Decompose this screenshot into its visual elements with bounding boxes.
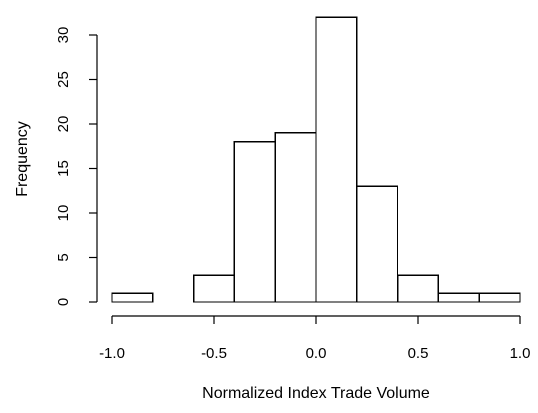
histogram-bar-8 — [437, 292, 480, 303]
histogram-bar-5 — [315, 16, 358, 303]
histogram-bar-0 — [111, 292, 154, 303]
bars-layer — [111, 16, 521, 303]
y-tick-label: 5 — [55, 253, 72, 261]
histogram-bar-6 — [356, 185, 399, 303]
x-tick-label: 1.0 — [510, 345, 531, 362]
y-axis: 0 5 10 15 20 25 30 — [55, 27, 98, 306]
x-tick-label: -0.5 — [201, 345, 227, 362]
histogram-bar-3 — [233, 141, 276, 303]
histogram-bar-2 — [192, 274, 236, 303]
x-tick-label: -1.0 — [99, 345, 125, 362]
y-tick-label: 0 — [55, 298, 72, 306]
x-tick-label: 0.5 — [408, 345, 429, 362]
histogram-bar-4 — [274, 132, 317, 303]
y-tick-label: 15 — [55, 160, 72, 177]
y-tick-label: 10 — [55, 205, 72, 222]
histogram-bar-9 — [478, 292, 521, 303]
x-tick-label: 0.0 — [306, 345, 327, 362]
y-tick-label: 20 — [55, 116, 72, 133]
x-axis: -1.0 -0.5 0.0 0.5 1.0 — [99, 315, 531, 362]
histogram-bar-7 — [396, 274, 440, 303]
x-axis-label: Normalized Index Trade Volume — [202, 385, 430, 402]
y-tick-label: 30 — [55, 27, 72, 44]
y-tick-label: 25 — [55, 71, 72, 88]
y-axis-label: Frequency — [14, 121, 31, 197]
